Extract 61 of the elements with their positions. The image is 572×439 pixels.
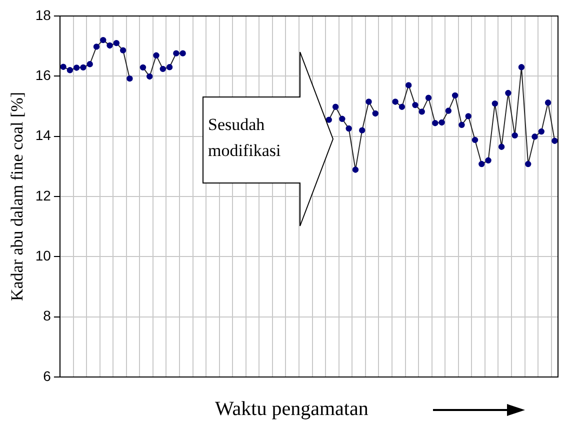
y-tick-label: 14 (35, 127, 52, 144)
point (166, 64, 173, 70)
point (93, 44, 100, 50)
point (532, 134, 538, 140)
point (120, 47, 126, 54)
point (73, 64, 80, 71)
point (352, 166, 359, 173)
point (153, 52, 160, 59)
point (425, 94, 432, 101)
point (472, 136, 478, 144)
point (518, 64, 525, 70)
point (478, 160, 485, 168)
x-axis-title: Waktu pengamatan (215, 398, 368, 421)
point (398, 104, 406, 110)
y-tick-label: 8 (43, 308, 52, 324)
y-tick-label: 18 (35, 6, 52, 23)
point (366, 98, 372, 105)
point (485, 157, 492, 164)
point (146, 73, 153, 80)
point (113, 40, 120, 46)
point (100, 36, 106, 44)
point (438, 119, 445, 126)
point (492, 100, 498, 107)
y-tick-label: 16 (35, 67, 52, 84)
point (452, 92, 458, 99)
point (412, 102, 418, 108)
point (432, 120, 438, 126)
point (60, 64, 66, 70)
point (418, 108, 425, 115)
annotation: Sesudah modifikasi (208, 114, 282, 162)
point (505, 90, 512, 96)
point (80, 64, 86, 71)
point (372, 110, 378, 117)
point (339, 116, 346, 122)
point (512, 132, 518, 139)
point (392, 98, 398, 105)
point (498, 144, 505, 150)
point (525, 160, 532, 168)
point (538, 128, 544, 135)
point (445, 108, 452, 114)
y-tick-label: 12 (35, 187, 52, 204)
point (180, 50, 186, 56)
y-axis-title: Kadar abu dalam fine coal [%] (8, 92, 27, 302)
point (86, 61, 93, 68)
point (326, 116, 332, 123)
y-tick-label: 6 (43, 368, 52, 384)
point (332, 104, 339, 110)
point (140, 64, 146, 71)
point (544, 100, 552, 106)
point (346, 125, 352, 132)
point (126, 75, 133, 82)
point (106, 42, 113, 49)
point (465, 113, 472, 120)
point (405, 82, 412, 88)
y-tick-label: 10 (35, 248, 52, 264)
point (66, 67, 74, 74)
point (552, 138, 558, 144)
point (160, 66, 166, 72)
point (173, 50, 180, 56)
point (458, 122, 465, 128)
point (359, 127, 366, 134)
